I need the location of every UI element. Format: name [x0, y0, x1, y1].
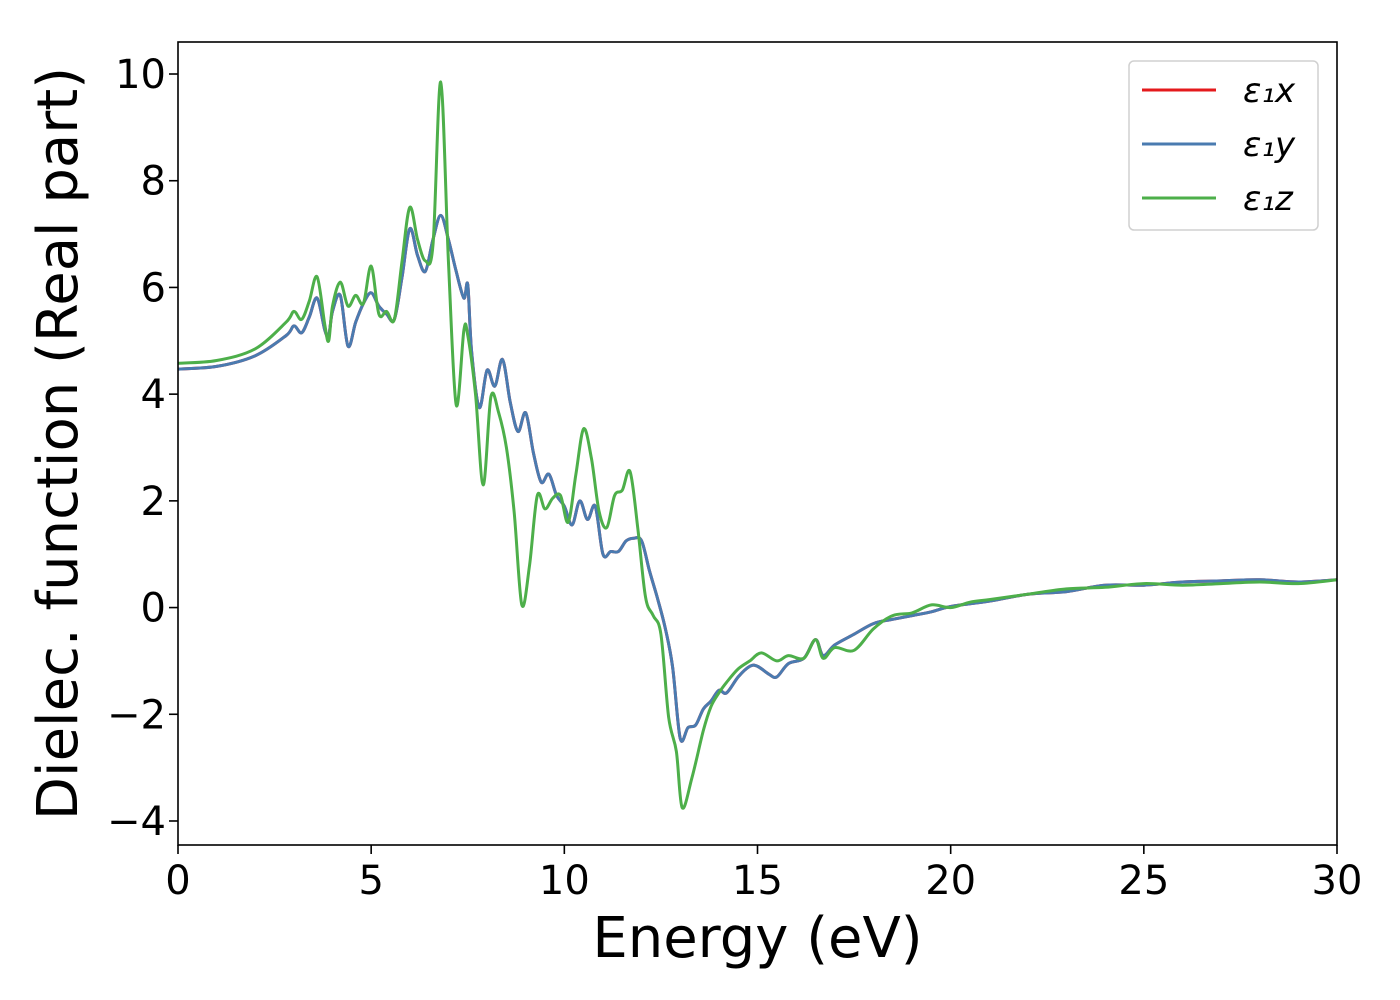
x-tick-label: 0 — [165, 858, 190, 904]
x-axis-ticks: 0 5 10 15 20 25 30 — [165, 845, 1362, 904]
x-tick-label: 15 — [732, 858, 783, 904]
x-tick-label: 25 — [1118, 858, 1169, 904]
x-tick-label: 20 — [925, 858, 976, 904]
x-axis-label: Energy (eV) — [592, 906, 922, 971]
series-layer — [178, 80, 1337, 810]
legend-box — [1128, 60, 1319, 231]
legend-label: ε₁x — [1243, 71, 1296, 111]
x-tick-label: 5 — [358, 858, 383, 904]
y-axis-ticks: −4 −2 0 2 4 6 8 10 — [107, 52, 178, 845]
y-tick-label: 2 — [141, 479, 166, 525]
y-tick-label: 8 — [141, 159, 166, 205]
series-line-1 — [178, 213, 1337, 743]
y-tick-label: 6 — [141, 265, 166, 311]
y-tick-label: −2 — [107, 692, 166, 738]
y-tick-label: 10 — [115, 52, 166, 98]
legend: ε₁x ε₁y ε₁z — [1128, 60, 1319, 231]
y-tick-label: 0 — [141, 586, 166, 632]
x-tick-label: 30 — [1312, 858, 1363, 904]
x-tick-label: 10 — [539, 858, 590, 904]
series-line-3 — [178, 80, 1337, 810]
y-tick-label: −4 — [107, 799, 166, 845]
y-tick-label: 4 — [141, 372, 166, 418]
legend-label: ε₁y — [1243, 125, 1296, 165]
series-line-2 — [178, 213, 1337, 743]
y-axis-label: Dielec. function (Real part) — [26, 67, 91, 820]
legend-label: ε₁z — [1243, 179, 1294, 219]
